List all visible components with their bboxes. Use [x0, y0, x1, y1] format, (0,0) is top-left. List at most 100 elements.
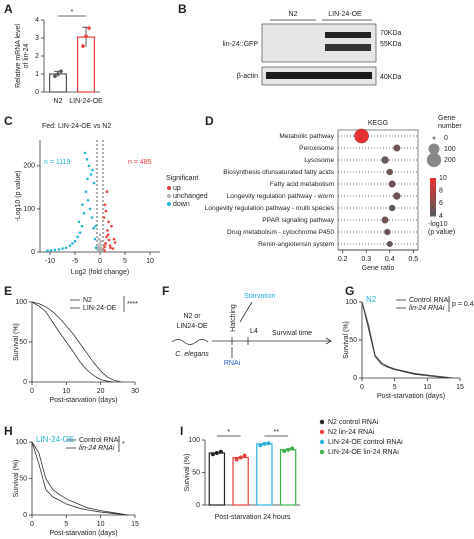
- point: [104, 209, 108, 213]
- x-tick-label: 5: [64, 521, 68, 528]
- category-label: PPAR signaling pathway: [262, 217, 334, 224]
- significance: **: [274, 429, 280, 436]
- annotation: p = 0.4574: [452, 301, 474, 308]
- y-tick-label: 0: [23, 512, 27, 519]
- dot: [386, 168, 393, 176]
- marker-label: 70KDa: [380, 30, 402, 37]
- point: [100, 246, 103, 250]
- x-tick-label: 10: [146, 258, 154, 265]
- point: [103, 245, 106, 249]
- chart-title: Fed: LIN-24-OE vs N2: [42, 123, 111, 130]
- dot: [354, 128, 369, 144]
- point: [49, 248, 53, 252]
- category-label: Longevity regulation pathway - worm: [227, 193, 335, 200]
- row-label: lin-24::GFP: [223, 41, 259, 48]
- lane-label: LIN-24-OE: [328, 11, 362, 18]
- replicate-point: [87, 26, 91, 30]
- point: [99, 239, 103, 243]
- y-tick-label: 100: [188, 437, 200, 444]
- category-label: Biosynthesis ofunsaturated fatty acids: [223, 169, 334, 176]
- x-axis-label: Post-starvation (days): [49, 397, 117, 404]
- strain-label: LIN-24-OE: [36, 435, 74, 444]
- category-label: Lysosome: [304, 157, 334, 164]
- y-tick-label: 100: [15, 299, 27, 306]
- annotation: ****: [127, 301, 138, 308]
- x-tick-label: 0: [360, 384, 364, 391]
- point: [78, 231, 82, 234]
- colorbar-label: 6: [439, 200, 443, 207]
- x-tick-label: 0.4: [385, 256, 395, 263]
- legend-marker: [319, 429, 325, 435]
- dot: [381, 216, 389, 224]
- annotation: n = 1119: [44, 159, 71, 166]
- colorbar-segment: [430, 185, 436, 190]
- bar: [208, 452, 226, 506]
- dot: [386, 241, 393, 247]
- point: [105, 235, 108, 239]
- y-tick-label: 0: [353, 375, 357, 382]
- colorbar-title: (p value): [428, 229, 455, 236]
- legend-label: Control RNAi: [409, 297, 450, 304]
- point: [68, 244, 72, 247]
- diagram: N2 or LIN24-OE C. elegans Hatching Starv…: [171, 293, 332, 367]
- y-tick-label: 0: [23, 379, 27, 386]
- annotation: n = 485: [128, 159, 152, 166]
- band: [325, 32, 371, 38]
- point: [107, 238, 111, 242]
- category-label: Peroxisome: [299, 145, 334, 152]
- colorbar-title: -log10: [428, 221, 448, 228]
- point: [100, 250, 104, 253]
- band: [266, 72, 372, 79]
- arrow: [239, 301, 253, 323]
- strain-label: N2 or: [183, 313, 201, 320]
- category-label: Metabolic pathway: [279, 133, 334, 140]
- point: [86, 177, 89, 181]
- point: [107, 220, 110, 224]
- point: [89, 173, 93, 176]
- y-tick-label: 50: [192, 469, 200, 476]
- point: [93, 237, 97, 241]
- bar: [279, 449, 297, 506]
- category-label: Renin-angiotensin system: [258, 241, 334, 248]
- point: [111, 247, 115, 250]
- legend-label: LIN-24-OE control RNAi: [328, 439, 403, 446]
- point: [64, 246, 68, 249]
- legend-label: LIN-24-OE lin-24 RNAi: [328, 449, 399, 456]
- replicate-point: [282, 449, 287, 454]
- panel-label: A: [4, 2, 13, 16]
- colorbar-segment: [430, 200, 436, 206]
- category-label: Drug metabolism - cytochrome P450: [227, 229, 334, 236]
- panel-label: H: [4, 424, 13, 438]
- replicate-point: [242, 453, 247, 458]
- x-tick-label: N2: [54, 98, 63, 105]
- annotation: *: [122, 441, 125, 448]
- row-label: β-actin: [237, 73, 258, 80]
- starvation-label: Starvation: [244, 293, 276, 300]
- category-label: Longevity regulation pathway - multi spe…: [205, 205, 335, 212]
- panel-label: G: [345, 284, 354, 298]
- point: [99, 244, 102, 247]
- replicate-point: [234, 457, 239, 462]
- panel-label: B: [178, 2, 187, 16]
- replicate-point: [210, 452, 215, 457]
- y-tick-label: 50: [19, 475, 27, 482]
- x-tick-label: 10: [97, 521, 105, 528]
- point: [76, 235, 79, 239]
- point: [57, 248, 61, 251]
- legend-marker: [319, 439, 325, 445]
- survival-curve: [31, 301, 122, 383]
- legend-label: N2 control RNAi: [328, 419, 379, 426]
- survival-curve: [361, 301, 454, 379]
- strain-label: LIN24-OE: [176, 323, 207, 330]
- replicate-point: [81, 44, 85, 48]
- replicate-point: [266, 441, 271, 446]
- panel-label: E: [4, 284, 12, 298]
- y-axis-label: Survival (%): [184, 454, 191, 492]
- replicate-point: [258, 443, 263, 448]
- x-tick-label: -10: [45, 258, 55, 265]
- point: [83, 151, 87, 155]
- x-axis-label: Post-starvation (days): [377, 393, 445, 400]
- y-tick-label: 200: [23, 163, 35, 170]
- y-tick-label: 4: [35, 17, 39, 24]
- stage-label: L4: [250, 328, 258, 335]
